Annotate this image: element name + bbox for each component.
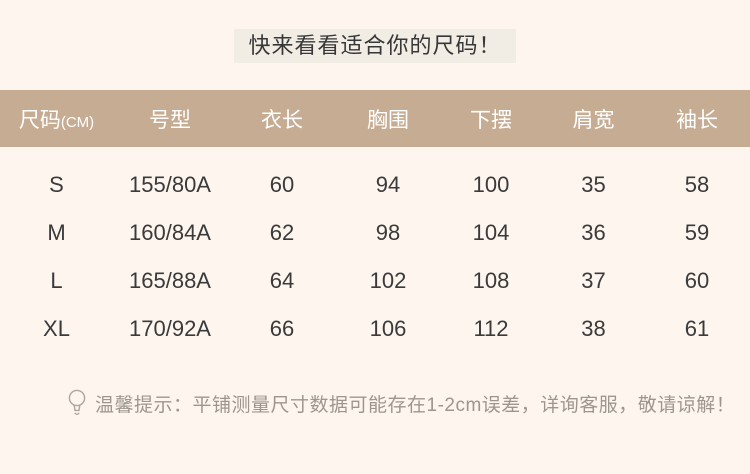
lightbulb-icon xyxy=(66,388,88,419)
value-cell: 165/88A xyxy=(129,268,211,293)
value-cell: 170/92A xyxy=(129,316,211,341)
value-cell: 98 xyxy=(375,220,401,245)
table-row-m: M 160/84A 62 98 104 36 59 xyxy=(0,209,750,257)
value-cell: 94 xyxy=(375,172,401,197)
value-cell: 38 xyxy=(581,316,606,341)
value-cell: 59 xyxy=(684,220,710,245)
size-table-header: 尺码(CM) 号型 衣长 胸围 下摆 肩宽 袖长 xyxy=(0,90,750,147)
value-cell: 104 xyxy=(472,220,510,245)
header-size-unit: (CM) xyxy=(60,113,95,131)
page-title: 快来看看适合你的尺码！ xyxy=(234,29,516,63)
header-cell-size: 尺码(CM) xyxy=(0,90,113,147)
value-cell: 155/80A xyxy=(129,172,211,197)
header-cell-shoulder: 肩宽 xyxy=(543,90,644,147)
value-cell: 58 xyxy=(684,172,710,197)
value-cell: 60 xyxy=(269,172,295,197)
header-cell-model: 号型 xyxy=(113,90,227,147)
table-row-xl: XL 170/92A 66 106 112 38 61 xyxy=(0,305,750,353)
size-cell: XL xyxy=(43,316,70,341)
tip-text: 温馨提示：平铺测量尺寸数据可能存在1-2cm误差，详询客服，敬请谅解！ xyxy=(95,395,736,416)
header-size-label: 尺码 xyxy=(18,108,61,132)
value-cell: 108 xyxy=(472,268,510,293)
value-cell: 66 xyxy=(269,316,295,341)
header-row: 尺码(CM) 号型 衣长 胸围 下摆 肩宽 袖长 xyxy=(0,90,750,147)
table-row-s: S 155/80A 60 94 100 35 58 xyxy=(0,147,750,209)
measurement-tip: 温馨提示：平铺测量尺寸数据可能存在1-2cm误差，详询客服，敬请谅解！ xyxy=(66,388,750,419)
size-cell: M xyxy=(47,220,66,245)
value-cell: 100 xyxy=(472,172,510,197)
size-table-body: S 155/80A 60 94 100 35 58 M 160/84A 62 9… xyxy=(0,147,750,353)
value-cell: 36 xyxy=(581,220,606,245)
value-cell: 62 xyxy=(269,220,295,245)
size-table: 尺码(CM) 号型 衣长 胸围 下摆 肩宽 袖长 S 155/80A 60 94… xyxy=(0,90,750,353)
value-cell: 61 xyxy=(684,316,710,341)
value-cell: 37 xyxy=(581,268,606,293)
value-cell: 60 xyxy=(684,268,710,293)
header-cell-hem: 下摆 xyxy=(439,90,543,147)
header-cell-bust: 胸围 xyxy=(337,90,439,147)
value-cell: 64 xyxy=(269,268,295,293)
value-cell: 35 xyxy=(581,172,606,197)
header-cell-sleeve: 袖长 xyxy=(644,90,750,147)
header-cell-length: 衣长 xyxy=(227,90,337,147)
value-cell: 106 xyxy=(369,316,407,341)
value-cell: 112 xyxy=(473,316,509,341)
title-section: 快来看看适合你的尺码！ xyxy=(0,0,750,63)
size-cell: L xyxy=(50,268,63,293)
value-cell: 102 xyxy=(369,268,407,293)
size-cell: S xyxy=(49,172,64,197)
value-cell: 160/84A xyxy=(129,220,211,245)
table-row-l: L 165/88A 64 102 108 37 60 xyxy=(0,257,750,305)
